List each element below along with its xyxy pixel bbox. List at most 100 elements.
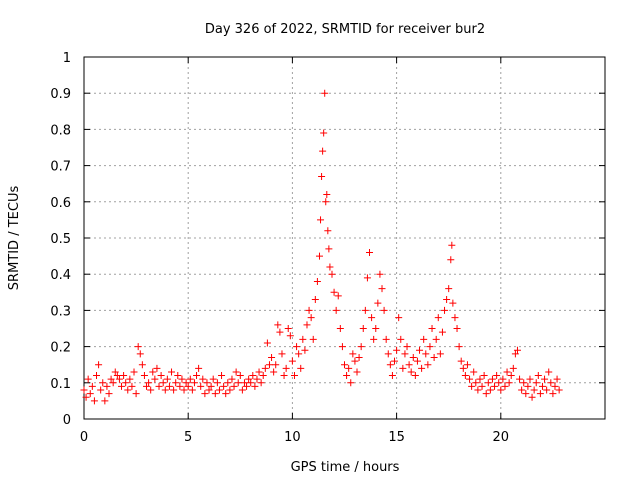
data-point <box>161 386 169 394</box>
data-point <box>320 129 328 137</box>
data-point <box>321 89 329 97</box>
data-point <box>341 361 348 369</box>
data-point <box>132 390 140 398</box>
data-point <box>422 350 430 358</box>
data-point <box>395 314 403 322</box>
data-point <box>118 382 126 390</box>
data-point <box>426 343 434 351</box>
data-point <box>205 386 213 394</box>
y-axis-label: SRMTID / TECUs <box>7 186 22 291</box>
x-tick-label: 5 <box>184 430 192 445</box>
data-point <box>184 382 192 390</box>
data-point <box>303 321 311 329</box>
data-point <box>386 361 394 369</box>
data-point <box>220 382 228 390</box>
data-point <box>323 191 331 199</box>
chart-title: Day 326 of 2022, SRMTID for receiver bur… <box>205 22 485 37</box>
data-point <box>218 372 226 380</box>
data-point <box>332 306 340 314</box>
data-point <box>120 372 128 380</box>
data-point <box>545 368 553 376</box>
y-tick-label: 0.1 <box>50 377 71 392</box>
data-point <box>247 379 255 387</box>
data-point <box>163 375 171 383</box>
data-point <box>528 393 536 401</box>
data-point <box>441 306 449 314</box>
data-point <box>370 335 378 343</box>
data-point <box>476 375 484 383</box>
data-point <box>361 306 369 314</box>
data-point <box>249 372 257 380</box>
data-point <box>311 296 319 304</box>
data-point <box>243 382 251 390</box>
data-point <box>130 368 138 376</box>
data-point <box>315 252 323 260</box>
data-point <box>86 390 94 398</box>
data-point <box>157 372 165 380</box>
y-tick-label: 1 <box>63 51 71 66</box>
data-point <box>176 382 184 390</box>
data-point <box>486 386 494 394</box>
data-point <box>551 382 559 390</box>
data-point <box>188 386 196 394</box>
data-point <box>301 346 309 354</box>
data-point <box>549 390 557 398</box>
data-point <box>530 386 538 394</box>
data-point <box>536 390 544 398</box>
data-point <box>343 372 351 380</box>
data-point <box>286 332 294 340</box>
data-point <box>516 375 524 383</box>
data-point <box>507 372 515 380</box>
data-point <box>466 375 474 383</box>
data-point <box>505 379 513 387</box>
data-point <box>186 375 194 383</box>
data-point <box>251 382 259 390</box>
data-point <box>172 379 180 387</box>
data-point <box>470 368 478 376</box>
data-point <box>170 386 178 394</box>
data-point <box>232 368 240 376</box>
data-point <box>424 361 432 369</box>
data-point <box>480 372 488 380</box>
axis-ticks: 00.10.20.30.40.50.60.70.80.910 5 10 15 20 <box>50 51 605 445</box>
data-point <box>257 379 265 387</box>
data-point <box>388 372 396 380</box>
data-point <box>274 321 282 329</box>
data-point <box>268 353 276 361</box>
data-point <box>522 390 530 398</box>
data-point <box>265 361 273 369</box>
data-point <box>105 390 113 398</box>
y-tick-label: 0.9 <box>50 87 71 102</box>
data-point <box>236 372 244 380</box>
data-point <box>511 350 519 358</box>
data-point <box>503 368 511 376</box>
data-point <box>284 325 292 332</box>
data-point <box>107 375 115 383</box>
data-point <box>168 368 176 376</box>
data-point <box>143 382 151 390</box>
x-tick-label: 0 <box>80 430 88 445</box>
data-point <box>134 343 142 351</box>
data-point <box>253 375 261 383</box>
data-point <box>472 379 480 387</box>
data-point <box>401 350 409 358</box>
data-point <box>97 386 105 394</box>
data-point <box>397 335 405 343</box>
data-point <box>538 382 546 390</box>
y-tick-label: 0.5 <box>50 232 71 247</box>
data-point <box>259 372 267 380</box>
data-point <box>322 198 330 206</box>
data-point <box>213 379 221 387</box>
data-point <box>90 397 98 405</box>
data-point <box>88 382 96 390</box>
data-point <box>338 343 346 351</box>
data-point <box>499 375 507 383</box>
y-tick-label: 0.8 <box>50 123 71 138</box>
data-point <box>413 357 421 365</box>
data-point <box>349 350 357 358</box>
data-point <box>149 368 157 376</box>
data-point <box>416 346 424 354</box>
data-point <box>543 386 551 394</box>
data-point <box>299 335 307 343</box>
